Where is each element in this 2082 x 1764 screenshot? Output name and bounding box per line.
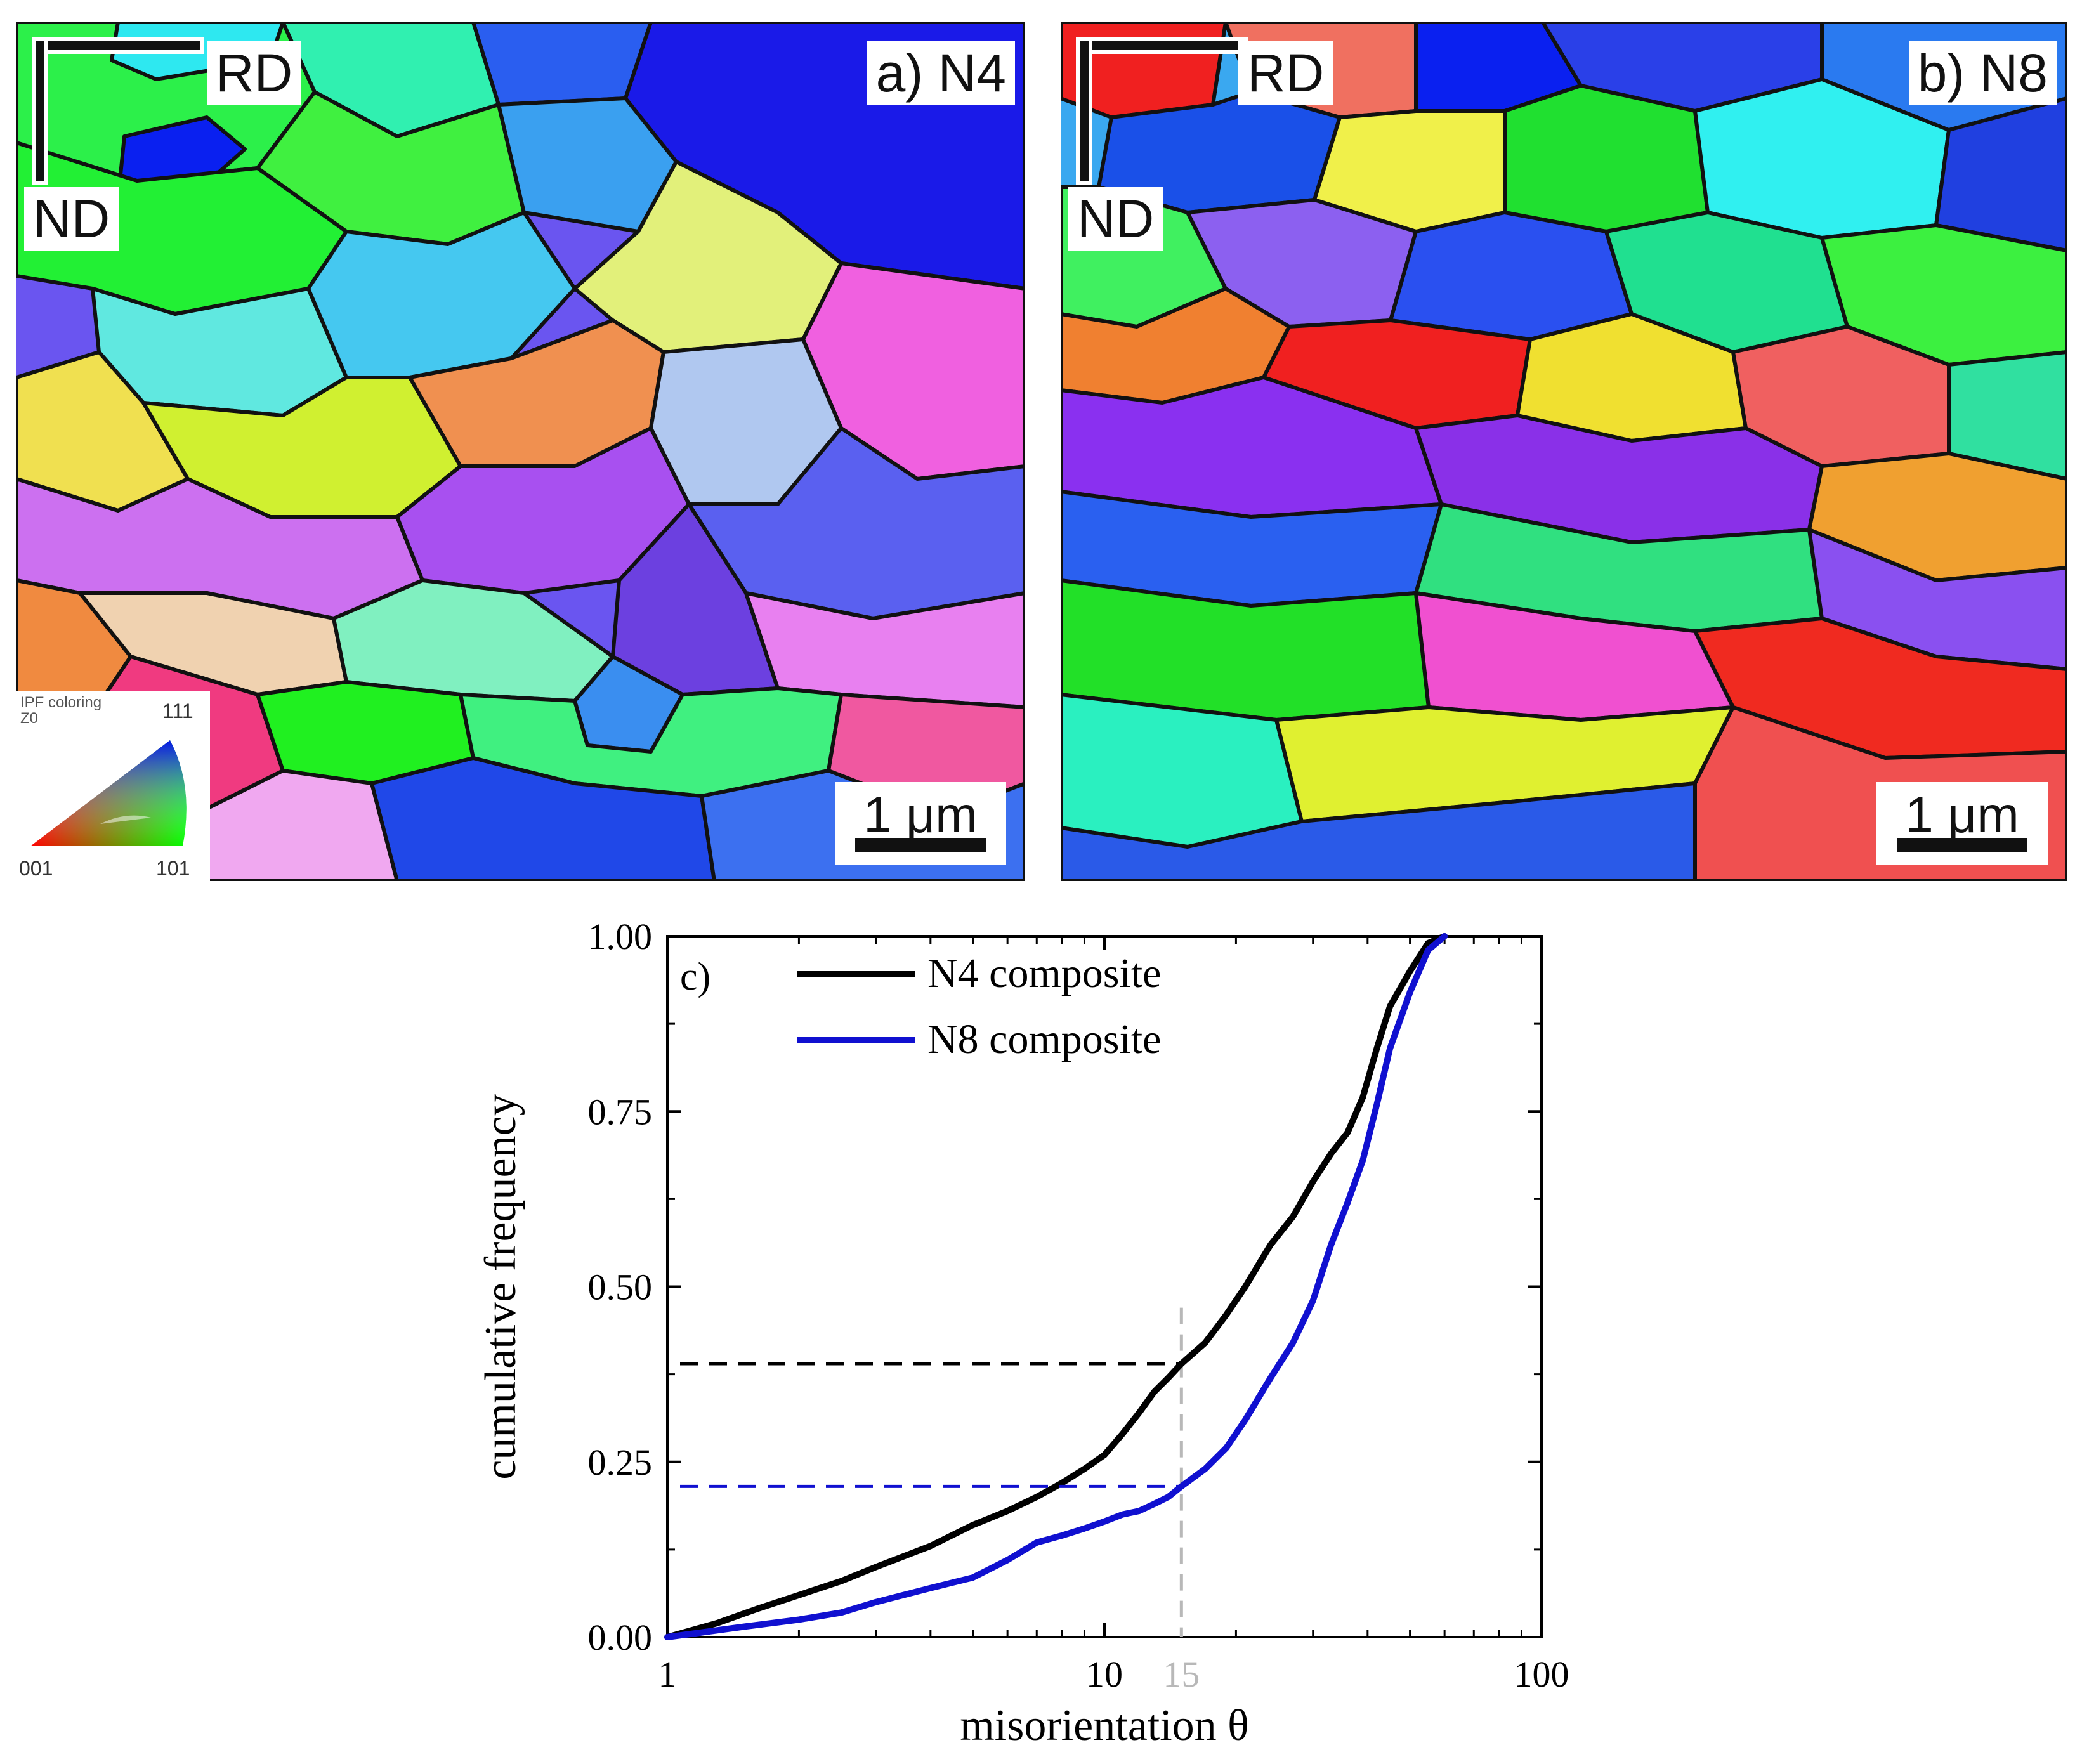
direction-rd-label: RD — [1238, 41, 1333, 105]
ipf-pole-111: 111 — [162, 700, 193, 722]
n8-composite-legend-label: N8 composite — [927, 1016, 1161, 1062]
panel-a-title: a) N4 — [867, 41, 1015, 105]
direction-rd-label: RD — [207, 41, 302, 105]
y-tick-label: 0.25 — [588, 1442, 653, 1483]
orientation-axes-icon — [1076, 37, 1248, 185]
threshold-marker-label: 15 — [1163, 1654, 1200, 1695]
ipf-pole-101: 101 — [156, 857, 190, 880]
orientation-axes-icon — [32, 37, 204, 185]
x-tick-label: 10 — [1086, 1654, 1123, 1695]
scale-bar-label: 1 μm — [1905, 787, 2019, 843]
scale-bar-line — [1897, 838, 2027, 852]
misorientation-chart: 0.00 0.25 0.50 0.75 1.00 1 10 100 misorientation… — [444, 888, 1649, 1761]
x-tick-label: 100 — [1514, 1654, 1569, 1695]
ipf-map-n4: RD ND a) N4 IPF coloring Z0 111 001 101 1… — [16, 22, 1025, 881]
y-tick-label: 0.50 — [588, 1267, 653, 1308]
n4-composite-line — [664, 933, 1448, 1640]
chart-canvas: 0.00 0.25 0.50 0.75 1.00 1 10 100 misorientation… — [476, 916, 1569, 1750]
n8-composite-line — [664, 933, 1448, 1640]
ipf-key-title: IPF coloring — [20, 694, 102, 711]
y-tick-label: 0.00 — [588, 1617, 653, 1658]
scale-bar-n8: 1 μm — [1876, 782, 2048, 865]
x-tick-label: 1 — [658, 1654, 677, 1695]
direction-nd-label: ND — [1068, 187, 1163, 251]
ipf-pole-001: 001 — [19, 857, 53, 880]
n4-composite-legend-label: N4 composite — [927, 950, 1161, 996]
y-axis-label: cumulative frequency — [476, 1094, 525, 1479]
grain-map-n8 — [1061, 22, 2067, 881]
ipf-triangle-icon — [30, 740, 187, 846]
y-tick-label: 1.00 — [588, 916, 653, 957]
x-axis-label: misorientation θ — [960, 1701, 1248, 1750]
direction-nd-label: ND — [24, 187, 119, 251]
panel-c-label: c) — [680, 955, 710, 998]
y-tick-label: 0.75 — [588, 1091, 653, 1132]
ipf-color-key: IPF coloring Z0 111 001 101 — [16, 691, 210, 881]
scale-bar-n4: 1 μm — [835, 782, 1006, 865]
scale-bar-line — [855, 838, 986, 852]
ipf-map-n8: RD ND b) N8 1 μm — [1061, 22, 2067, 881]
ipf-key-subtitle: Z0 — [20, 710, 39, 728]
panel-b-title: b) N8 — [1908, 41, 2057, 105]
scale-bar-label: 1 μm — [863, 787, 978, 843]
